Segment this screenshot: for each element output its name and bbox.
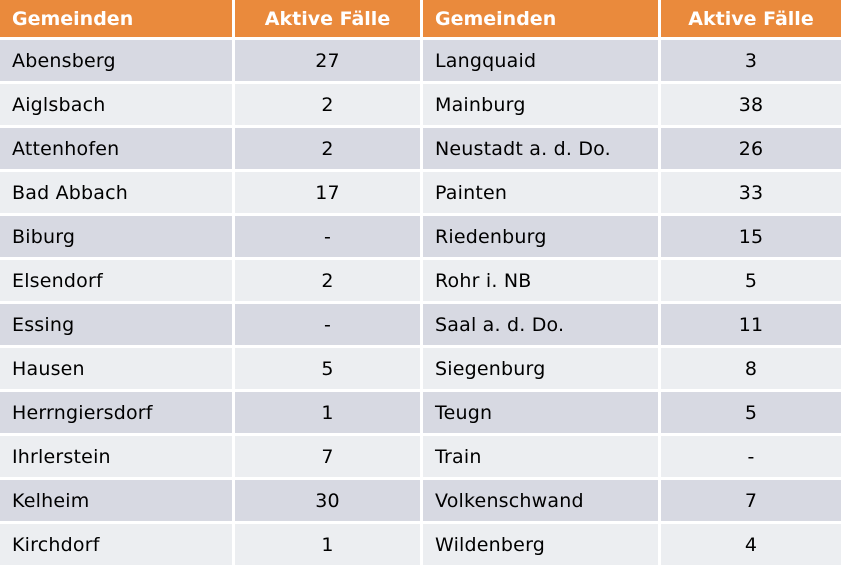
header-municipality-left: Gemeinden bbox=[0, 0, 235, 40]
municipality-cell: Attenhofen bbox=[0, 128, 235, 172]
active-cases-cell: 1 bbox=[235, 392, 423, 436]
municipality-cell: Essing bbox=[0, 304, 235, 348]
municipality-cell: Saal a. d. Do. bbox=[423, 304, 661, 348]
municipality-cell: Wildenberg bbox=[423, 524, 661, 565]
municipality-cell: Kirchdorf bbox=[0, 524, 235, 565]
municipality-cell: Siegenburg bbox=[423, 348, 661, 392]
municipality-cell: Bad Abbach bbox=[0, 172, 235, 216]
municipality-cell: Aiglsbach bbox=[0, 84, 235, 128]
municipality-cell: Ihrlerstein bbox=[0, 436, 235, 480]
table-row: Elsendorf 2 Rohr i. NB 5 bbox=[0, 260, 841, 304]
municipality-cell: Langquaid bbox=[423, 40, 661, 84]
active-cases-cell: 5 bbox=[235, 348, 423, 392]
table-row: Attenhofen 2 Neustadt a. d. Do. 26 bbox=[0, 128, 841, 172]
active-cases-cell: - bbox=[235, 216, 423, 260]
table-row: Herrngiersdorf 1 Teugn 5 bbox=[0, 392, 841, 436]
active-cases-cell: 26 bbox=[661, 128, 841, 172]
active-cases-cell: 38 bbox=[661, 84, 841, 128]
active-cases-cell: - bbox=[235, 304, 423, 348]
header-row: Gemeinden Aktive Fälle Gemeinden Aktive … bbox=[0, 0, 841, 40]
active-cases-cell: 7 bbox=[661, 480, 841, 524]
municipality-cell: Elsendorf bbox=[0, 260, 235, 304]
active-cases-cell: 1 bbox=[235, 524, 423, 565]
active-cases-cell: 33 bbox=[661, 172, 841, 216]
active-cases-cell: 17 bbox=[235, 172, 423, 216]
table-row: Kelheim 30 Volkenschwand 7 bbox=[0, 480, 841, 524]
header-active-cases-left: Aktive Fälle bbox=[235, 0, 423, 40]
active-cases-cell: 3 bbox=[661, 40, 841, 84]
municipality-cell: Volkenschwand bbox=[423, 480, 661, 524]
active-cases-cell: 4 bbox=[661, 524, 841, 565]
table-header: Gemeinden Aktive Fälle Gemeinden Aktive … bbox=[0, 0, 841, 40]
table-row: Essing - Saal a. d. Do. 11 bbox=[0, 304, 841, 348]
municipality-cell: Hausen bbox=[0, 348, 235, 392]
active-cases-cell: 27 bbox=[235, 40, 423, 84]
table-row: Abensberg 27 Langquaid 3 bbox=[0, 40, 841, 84]
table-row: Aiglsbach 2 Mainburg 38 bbox=[0, 84, 841, 128]
active-cases-cell: 15 bbox=[661, 216, 841, 260]
municipality-cell: Teugn bbox=[423, 392, 661, 436]
municipality-cell: Biburg bbox=[0, 216, 235, 260]
active-cases-cell: 2 bbox=[235, 260, 423, 304]
municipality-cell: Abensberg bbox=[0, 40, 235, 84]
municipality-cell: Painten bbox=[423, 172, 661, 216]
table-body: Abensberg 27 Langquaid 3 Aiglsbach 2 Mainburg 3… bbox=[0, 40, 841, 565]
municipality-cell: Herrngiersdorf bbox=[0, 392, 235, 436]
header-municipality-right: Gemeinden bbox=[423, 0, 661, 40]
municipality-cell: Riedenburg bbox=[423, 216, 661, 260]
municipality-cell: Rohr i. NB bbox=[423, 260, 661, 304]
header-active-cases-right: Aktive Fälle bbox=[661, 0, 841, 40]
table-row: Hausen 5 Siegenburg 8 bbox=[0, 348, 841, 392]
active-cases-cell: 8 bbox=[661, 348, 841, 392]
active-cases-cell: 11 bbox=[661, 304, 841, 348]
municipality-cell: Train bbox=[423, 436, 661, 480]
table-row: Kirchdorf 1 Wildenberg 4 bbox=[0, 524, 841, 565]
active-cases-cell: - bbox=[661, 436, 841, 480]
municipality-cell: Neustadt a. d. Do. bbox=[423, 128, 661, 172]
active-cases-cell: 2 bbox=[235, 84, 423, 128]
table-row: Biburg - Riedenburg 15 bbox=[0, 216, 841, 260]
municipality-cell: Mainburg bbox=[423, 84, 661, 128]
active-cases-cell: 30 bbox=[235, 480, 423, 524]
active-cases-cell: 5 bbox=[661, 392, 841, 436]
municipality-cell: Kelheim bbox=[0, 480, 235, 524]
active-cases-cell: 2 bbox=[235, 128, 423, 172]
table-row: Bad Abbach 17 Painten 33 bbox=[0, 172, 841, 216]
active-cases-cell: 5 bbox=[661, 260, 841, 304]
table-row: Ihrlerstein 7 Train - bbox=[0, 436, 841, 480]
active-cases-cell: 7 bbox=[235, 436, 423, 480]
